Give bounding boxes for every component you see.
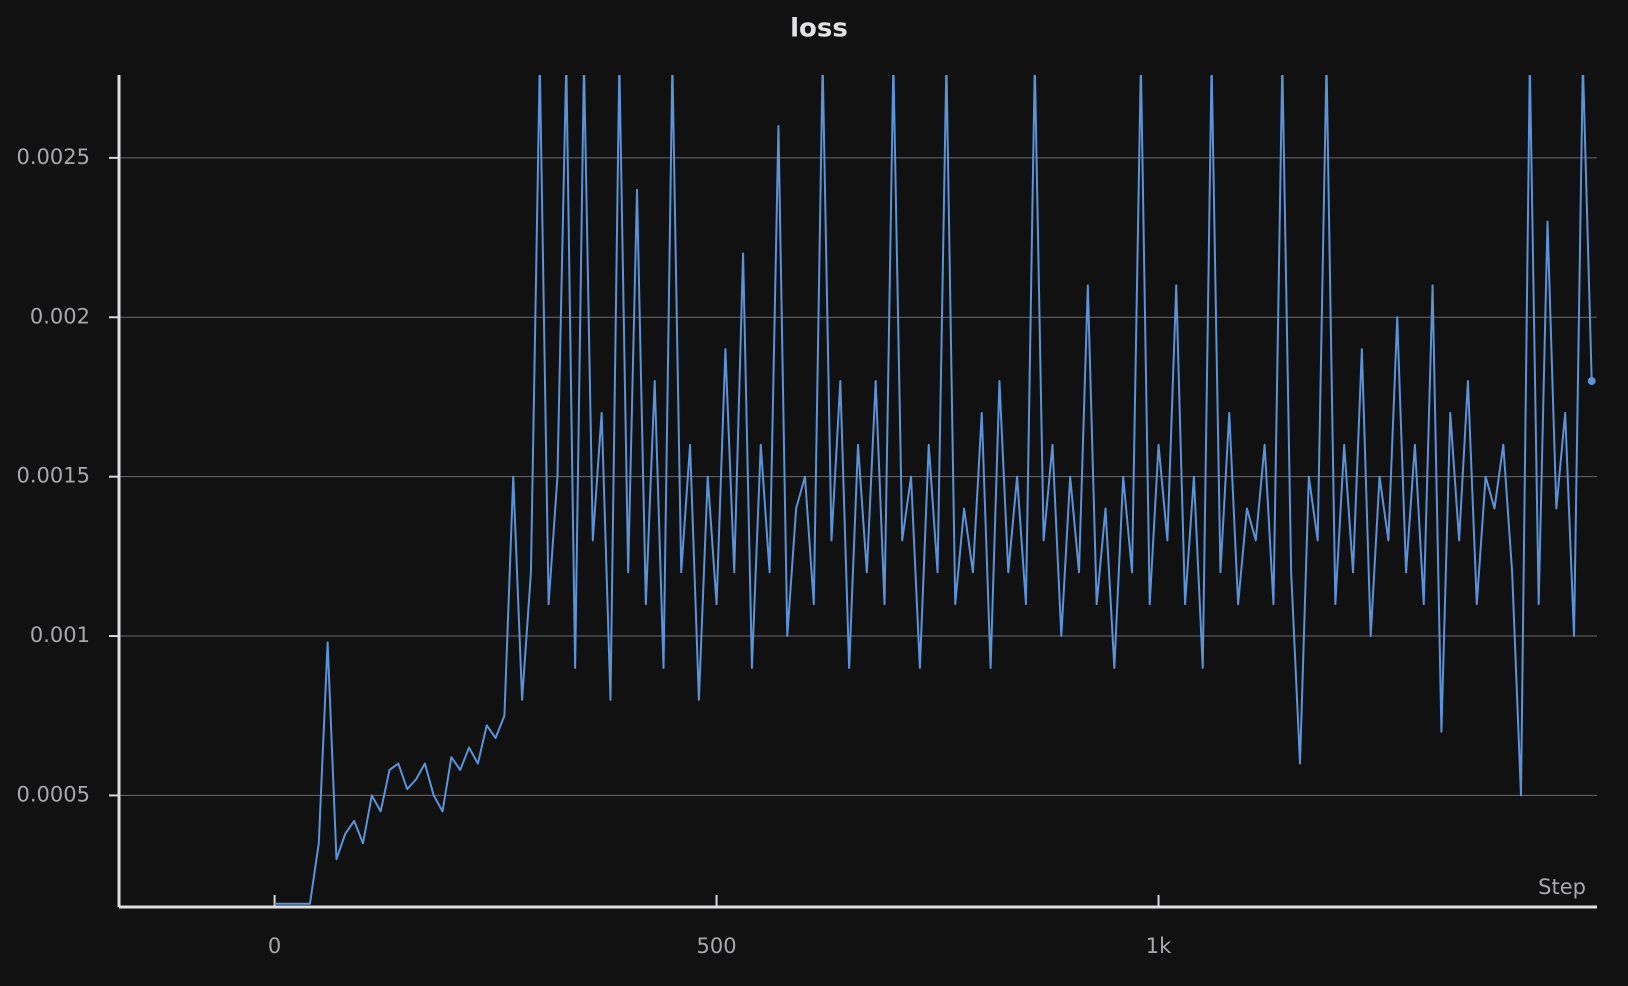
x-axis-label: Step bbox=[1538, 875, 1586, 899]
y-tick-label: 0.0025 bbox=[17, 145, 90, 169]
y-tick-label: 0.002 bbox=[30, 304, 90, 328]
line bbox=[274, 75, 1593, 905]
x-tick-label: 500 bbox=[697, 934, 737, 958]
y-tick-label: 0.0005 bbox=[17, 782, 90, 806]
y-tick-label: 0.001 bbox=[30, 623, 90, 647]
end-point bbox=[1587, 377, 1596, 386]
x-tick-label: 1k bbox=[1146, 934, 1172, 958]
y-tick-label: 0.0015 bbox=[17, 464, 90, 488]
chart-title: loss bbox=[790, 14, 848, 44]
x-tick-label: 0 bbox=[268, 934, 281, 958]
